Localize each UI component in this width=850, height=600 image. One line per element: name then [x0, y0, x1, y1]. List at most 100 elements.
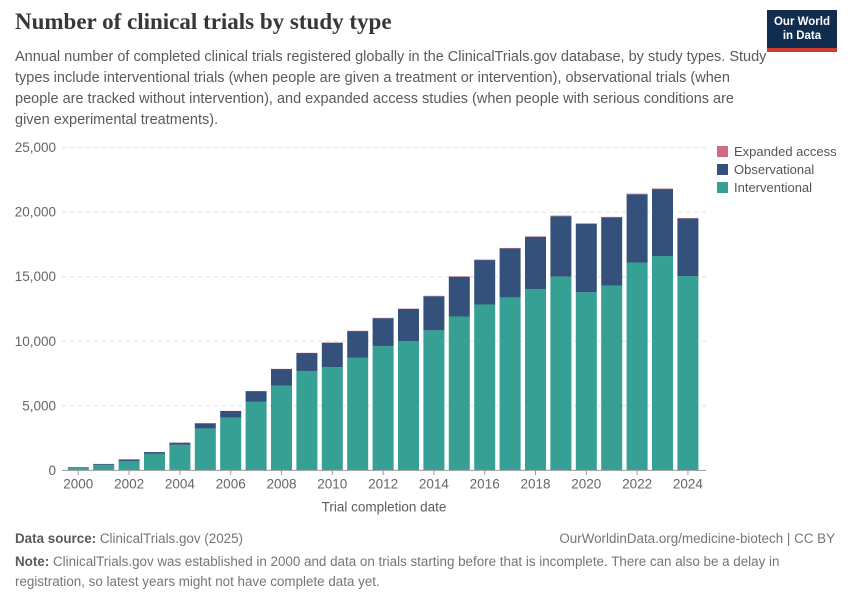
bar-segment-2021-interventional[interactable] — [601, 285, 623, 471]
data-source-value: ClinicalTrials.gov (2025) — [99, 531, 243, 546]
bar-segment-2020-interventional[interactable] — [575, 292, 597, 471]
bar-segment-2016-observational[interactable] — [474, 260, 496, 305]
legend-label: Observational — [734, 161, 815, 177]
chart-subtitle: Annual number of completed clinical tria… — [15, 49, 767, 128]
y-tick-label: 25,000 — [15, 140, 56, 155]
bar-segment-2010-observational[interactable] — [321, 342, 343, 368]
y-tick-label: 15,000 — [15, 269, 56, 284]
bar-segment-2018-observational[interactable] — [525, 236, 546, 289]
bar-segment-2015-interventional[interactable] — [448, 316, 470, 471]
note-label: Note: — [15, 554, 50, 569]
x-tick-label: 2018 — [520, 476, 550, 491]
data-source-label: Data source: — [15, 531, 97, 546]
bar-segment-2014-interventional[interactable] — [423, 330, 445, 471]
bar-segment-2015-observational[interactable] — [448, 276, 470, 317]
bar-segment-2002-interventional[interactable] — [118, 460, 140, 471]
bar-segment-2022-observational[interactable] — [626, 194, 648, 263]
bar-segment-2005-observational[interactable] — [194, 423, 216, 429]
bar-segment-2003-interventional[interactable] — [144, 453, 165, 471]
data-source-line[interactable]: Data source: ClinicalTrials.gov (2025) — [15, 531, 243, 546]
page-title: Number of clinical trials by study type — [15, 9, 392, 34]
bar-segment-2000-observational[interactable] — [67, 467, 89, 469]
legend-item-interventional[interactable]: Interventional — [717, 178, 837, 196]
x-tick-label: 2008 — [266, 476, 296, 491]
bar-segment-2018-expanded-access[interactable] — [525, 236, 546, 237]
bar-segment-2009-interventional[interactable] — [296, 370, 318, 471]
interventional-swatch-icon — [717, 181, 728, 193]
x-tick-label: 2016 — [470, 476, 500, 491]
bar-segment-2013-observational[interactable] — [398, 309, 419, 342]
y-tick-label: 0 — [48, 463, 56, 478]
y-tick-label: 20,000 — [15, 205, 56, 220]
chart-footer: Data source: ClinicalTrials.gov (2025) O… — [15, 531, 835, 591]
owid-logo-line2: in Data — [782, 29, 822, 42]
x-tick-label: 2002 — [114, 476, 144, 491]
bar-segment-2019-observational[interactable] — [550, 216, 572, 277]
bar-segment-2023-interventional[interactable] — [652, 256, 673, 471]
note-text: ClinicalTrials.gov was established in 20… — [15, 554, 780, 589]
bar-segment-2021-expanded-access[interactable] — [601, 216, 623, 218]
x-tick-label: 2012 — [368, 476, 398, 491]
owid-logo-line1: Our World — [773, 16, 830, 28]
bar-segment-2020-expanded-access[interactable] — [575, 223, 597, 224]
x-tick-label: 2022 — [622, 476, 652, 491]
bar-segment-2017-interventional[interactable] — [499, 297, 521, 471]
bar-segment-2004-interventional[interactable] — [169, 444, 191, 471]
bar-segment-2018-interventional[interactable] — [525, 288, 546, 471]
bar-segment-2023-expanded-access[interactable] — [652, 188, 673, 190]
bar-segment-2014-observational[interactable] — [423, 296, 445, 331]
bar-segment-2003-observational[interactable] — [144, 452, 165, 454]
bar-segment-2020-observational[interactable] — [575, 223, 597, 293]
stacked-bar-chart[interactable]: 0 5,000 10,000 15,000 20,000 25,000 2000 2002 20… — [0, 128, 850, 528]
bar-segment-2012-interventional[interactable] — [372, 346, 394, 471]
bar-segment-2010-interventional[interactable] — [321, 367, 343, 471]
bar-segment-2001-observational[interactable] — [93, 463, 115, 465]
bar-segment-2013-interventional[interactable] — [398, 341, 419, 471]
bar-segment-2004-observational[interactable] — [169, 442, 191, 445]
bar-segment-2006-interventional[interactable] — [220, 417, 242, 471]
bar-segment-2006-observational[interactable] — [220, 411, 242, 418]
bar-segment-2011-interventional[interactable] — [347, 357, 369, 471]
bar-segment-2009-observational[interactable] — [296, 353, 318, 371]
legend-label: Interventional — [734, 179, 813, 195]
chart-legend: Expanded access Observational Interventi… — [717, 142, 837, 196]
expanded-access-swatch-icon — [717, 145, 728, 157]
bar-segment-2011-observational[interactable] — [347, 331, 369, 358]
bar-segment-2017-observational[interactable] — [499, 248, 521, 298]
x-tick-label: 2004 — [165, 476, 196, 491]
owid-logo[interactable]: Our World in Data — [766, 10, 837, 52]
bar-segment-2021-observational[interactable] — [601, 217, 623, 286]
bar-segment-2024-observational[interactable] — [677, 218, 699, 277]
bar-segment-2007-interventional[interactable] — [245, 401, 267, 471]
x-tick-label: 2024 — [673, 476, 704, 491]
bar-segment-2001-interventional[interactable] — [93, 464, 115, 471]
bar-segment-2007-observational[interactable] — [245, 391, 267, 402]
y-tick-label: 5,000 — [22, 398, 56, 413]
bar-segment-2002-observational[interactable] — [118, 459, 140, 461]
chart-note: Note: ClinicalTrials.gov was established… — [15, 552, 835, 591]
bar-segment-2019-expanded-access[interactable] — [550, 215, 572, 217]
owid-url-link[interactable]: OurWorldinData.org/medicine-biotech | CC… — [559, 531, 835, 546]
bar-segment-2024-interventional[interactable] — [677, 276, 699, 471]
legend-item-expanded-access[interactable]: Expanded access — [717, 142, 837, 160]
x-axis-title: Trial completion date — [322, 499, 447, 514]
bar-segment-2022-interventional[interactable] — [626, 262, 648, 471]
x-tick-label: 2020 — [571, 476, 601, 491]
bar-segment-2005-interventional[interactable] — [194, 428, 216, 471]
bar-segment-2012-observational[interactable] — [372, 318, 394, 347]
bar-segment-2023-observational[interactable] — [652, 189, 673, 257]
legend-item-observational[interactable]: Observational — [717, 160, 837, 178]
bar-segment-2017-expanded-access[interactable] — [499, 247, 521, 249]
x-tick-label: 2006 — [216, 476, 246, 491]
x-tick-label: 2014 — [419, 476, 450, 491]
bar-segment-2008-interventional[interactable] — [271, 385, 292, 471]
bar-segment-2019-interventional[interactable] — [550, 276, 572, 471]
bar-segment-2016-interventional[interactable] — [474, 304, 496, 471]
y-tick-label: 10,000 — [15, 334, 56, 349]
bar-segment-2008-observational[interactable] — [271, 369, 292, 386]
observational-swatch-icon — [717, 163, 728, 175]
bar-segment-2022-expanded-access[interactable] — [626, 193, 648, 195]
x-tick-label: 2000 — [63, 476, 93, 491]
bar-segment-2000-interventional[interactable] — [67, 468, 89, 471]
